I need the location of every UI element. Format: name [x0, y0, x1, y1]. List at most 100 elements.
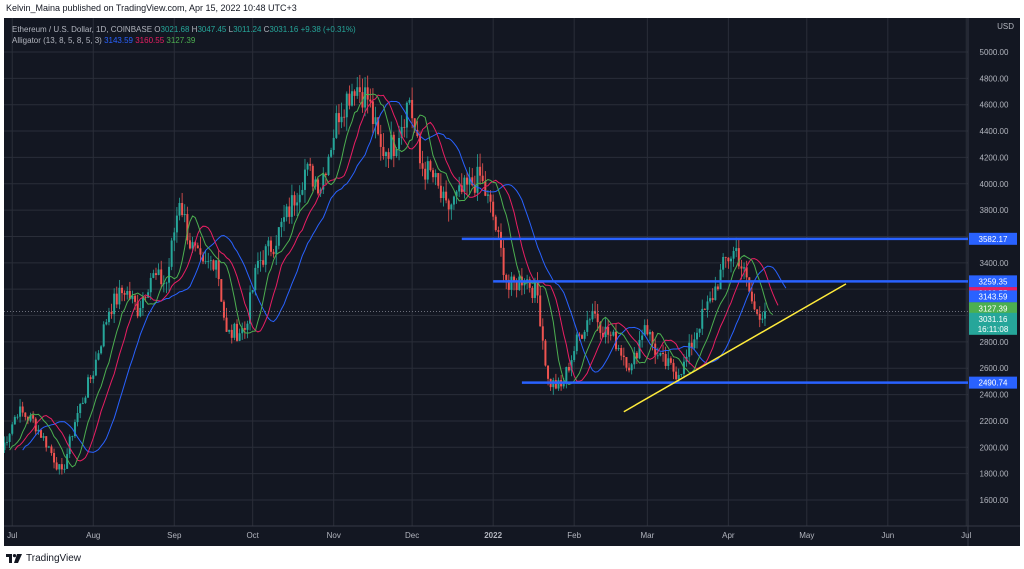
candle-body [178, 203, 181, 216]
candle-body [633, 352, 636, 365]
candle-body [476, 166, 479, 193]
candle-body [277, 227, 280, 246]
candle-body [290, 195, 293, 217]
candle-body [102, 324, 105, 347]
candle-body [149, 277, 152, 293]
time-tick-label: 2022 [484, 531, 502, 540]
time-tick-label: Dec [405, 531, 419, 540]
candle-body [612, 331, 615, 336]
candle-body [16, 416, 19, 418]
close-label: C [263, 25, 270, 34]
candle-body [651, 331, 654, 344]
candle-body [473, 185, 476, 193]
symbol-name: Ethereum / U.S. Dollar, 1D, COINBASE [12, 25, 153, 34]
candle-body [693, 339, 696, 348]
candle-body [79, 404, 82, 414]
candle-body [317, 179, 320, 194]
tradingview-logo-icon [6, 554, 22, 563]
candle-body [175, 215, 178, 233]
candle-body [37, 429, 40, 432]
candle-body [105, 322, 108, 325]
candle-body [463, 177, 466, 193]
candle-body [620, 348, 623, 356]
candle-body [437, 173, 440, 186]
candle-body [330, 150, 333, 157]
candle-body [492, 201, 495, 217]
candle-body [29, 415, 32, 421]
candle-body [345, 93, 348, 118]
close-value: 3031.16 [269, 25, 299, 34]
low-label: L [228, 25, 234, 34]
candle-body [309, 163, 312, 166]
candle-body [45, 436, 48, 448]
price-chart[interactable]: 1600.00 1800.00 2000.00 2200.00 2400.00 2600.… [4, 18, 1020, 546]
candle-body [604, 326, 607, 338]
alligator-jaw-line [22, 100, 787, 453]
brand-name: TradingView [26, 553, 82, 564]
time-tick-label: Jul [7, 531, 17, 540]
candle-body [256, 260, 259, 268]
candle-body [458, 185, 461, 192]
time-tick-label: Jun [881, 531, 894, 540]
candle-body [654, 343, 657, 356]
time-tick-label: Mar [640, 531, 654, 540]
candle-body [701, 308, 704, 329]
candle-body [748, 277, 751, 292]
candle-body [243, 328, 246, 330]
candle-body [421, 163, 424, 169]
candle-body [134, 295, 137, 302]
candle-body [53, 452, 56, 463]
candle-body [154, 273, 157, 276]
candle-body [641, 335, 644, 340]
candle-body [262, 260, 265, 265]
candle-body [259, 260, 262, 262]
symbol-legend: Ethereum / U.S. Dollar, 1D, COINBASE O 30… [12, 24, 356, 35]
alligator-legend[interactable]: Alligator (13, 8, 5, 8, 5, 3) 3143.59 31… [12, 35, 356, 46]
price-tick-label: 2800.00 [980, 338, 1009, 347]
chart-panel[interactable]: 1600.00 1800.00 2000.00 2200.00 2400.00 2600.… [4, 18, 1020, 546]
candle-body [353, 91, 356, 96]
price-label-box [969, 376, 1017, 389]
price-label-box [969, 275, 1017, 288]
candle-body [204, 261, 207, 263]
candle-body [238, 333, 241, 341]
candle-body [152, 273, 155, 278]
candle-body [4, 442, 6, 451]
legend: Ethereum / U.S. Dollar, 1D, COINBASE O 30… [12, 24, 356, 46]
candle-body [384, 152, 387, 157]
candle-body [60, 464, 63, 470]
candle-body [466, 177, 469, 185]
candle-body [743, 267, 746, 269]
candle-body [215, 260, 218, 270]
currency-label[interactable]: USD [997, 22, 1014, 31]
candle-body [303, 169, 306, 190]
candle-body [272, 251, 275, 255]
time-tick-label: Apr [722, 531, 735, 540]
high-value: 3047.45 [197, 25, 227, 34]
low-value: 3011.24 [233, 25, 262, 34]
candle-body [455, 191, 458, 197]
candle-body [515, 281, 518, 290]
price-label-box [969, 290, 1017, 303]
candle-body [89, 377, 92, 379]
candle-body [118, 287, 121, 305]
candle-body [761, 318, 764, 320]
candle-body [662, 352, 665, 355]
candle-body [418, 136, 421, 164]
candle-body [729, 258, 732, 262]
candle-body [533, 282, 536, 298]
candle-body [696, 332, 699, 340]
candle-body [745, 267, 748, 278]
open-label: O [154, 25, 161, 34]
candle-body [505, 275, 508, 280]
footer: TradingView [0, 546, 1024, 569]
price-label-box [969, 302, 1017, 315]
candle-body [724, 256, 727, 258]
candle-body [293, 195, 296, 206]
candle-body [607, 326, 610, 335]
candle-body [191, 242, 194, 249]
candle-body [377, 117, 380, 135]
candle-body [513, 276, 516, 282]
candle-body [489, 194, 492, 202]
candle-body [84, 397, 87, 403]
